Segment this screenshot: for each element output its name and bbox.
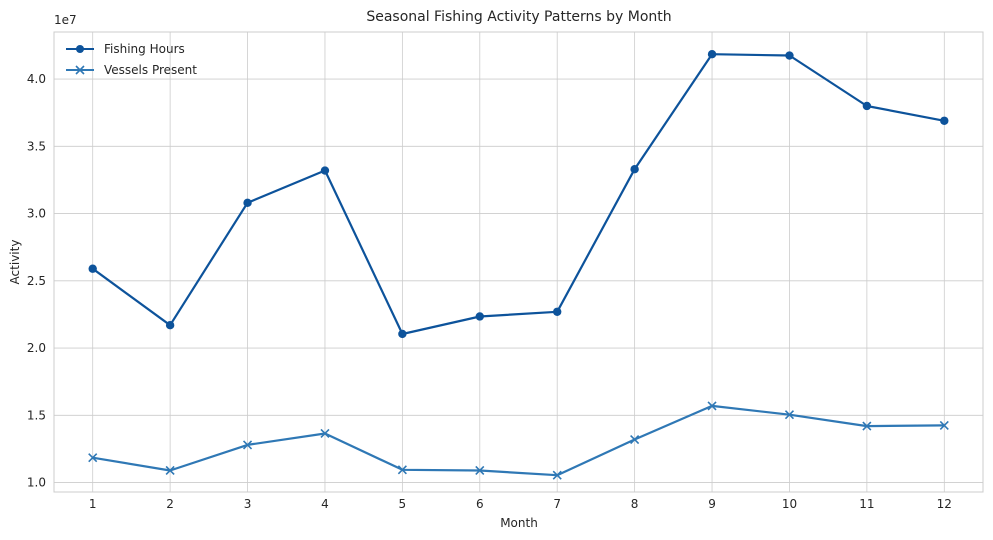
x-tick-label: 2 (166, 497, 174, 511)
y-axis-label: Activity (8, 240, 22, 285)
y-tick-label: 2.5 (27, 274, 46, 288)
legend-entry-vessels-present: Vessels Present (66, 63, 197, 77)
data-point (862, 101, 872, 111)
legend-marker-circle (76, 45, 84, 53)
data-point (630, 164, 639, 174)
data-point (939, 420, 949, 430)
series-layer (88, 49, 949, 480)
series-vessels-present (88, 401, 949, 480)
data-point (630, 434, 640, 445)
x-tick-label: 10 (782, 497, 797, 511)
series-fishing-hours (88, 49, 949, 339)
x-tick-label: 8 (631, 497, 639, 511)
x-tick-label: 4 (321, 497, 329, 511)
data-point (242, 440, 253, 450)
data-point (940, 116, 949, 125)
data-point (862, 421, 872, 431)
data-point (397, 465, 407, 475)
legend-marker-x (75, 65, 85, 75)
y-tick-label: 4.0 (27, 72, 46, 86)
data-point (243, 198, 252, 208)
x-tick-label: 5 (399, 497, 407, 511)
data-point (165, 465, 175, 476)
y-tick-label: 3.0 (27, 207, 46, 221)
data-point (552, 470, 562, 480)
y-axis: 1.0 1.5 2.0 2.5 3.0 3.5 4.0 (27, 72, 46, 490)
data-point (707, 49, 717, 59)
data-point (320, 166, 330, 175)
data-point (88, 264, 97, 273)
x-axis-label: Month (500, 516, 538, 530)
legend-label-vessels-present: Vessels Present (104, 63, 197, 77)
x-tick-label: 7 (553, 497, 561, 511)
data-point (320, 428, 330, 439)
data-point (707, 401, 717, 411)
data-point (784, 410, 795, 420)
x-tick-label: 3 (244, 497, 252, 511)
data-point (475, 465, 485, 476)
chart-title: Seasonal Fishing Activity Patterns by Mo… (366, 9, 671, 25)
data-point (553, 307, 562, 316)
data-point (475, 312, 484, 321)
data-point (785, 51, 794, 60)
y-tick-label: 3.5 (27, 139, 46, 153)
data-point (398, 329, 407, 339)
plot-frame (53, 31, 984, 493)
data-point (88, 453, 98, 463)
series-line (92, 53, 945, 336)
x-tick-label: 1 (89, 497, 97, 511)
y-tick-label: 1.0 (27, 476, 46, 490)
legend-entry-fishing-hours: Fishing Hours (66, 42, 185, 56)
x-tick-label: 6 (476, 497, 484, 511)
series-line (92, 404, 945, 477)
y-offset-label: 1e7 (54, 13, 77, 27)
x-tick-label: 9 (708, 497, 716, 511)
x-axis: 1 2 3 4 5 6 7 8 9 10 11 12 (89, 497, 952, 511)
legend: Fishing Hours Vessels Present (66, 42, 197, 77)
data-point (165, 321, 175, 330)
y-tick-label: 1.5 (27, 408, 46, 422)
y-tick-label: 2.0 (27, 341, 46, 355)
x-tick-label: 12 (937, 497, 952, 511)
x-tick-label: 11 (859, 497, 874, 511)
legend-label-fishing-hours: Fishing Hours (104, 42, 185, 56)
